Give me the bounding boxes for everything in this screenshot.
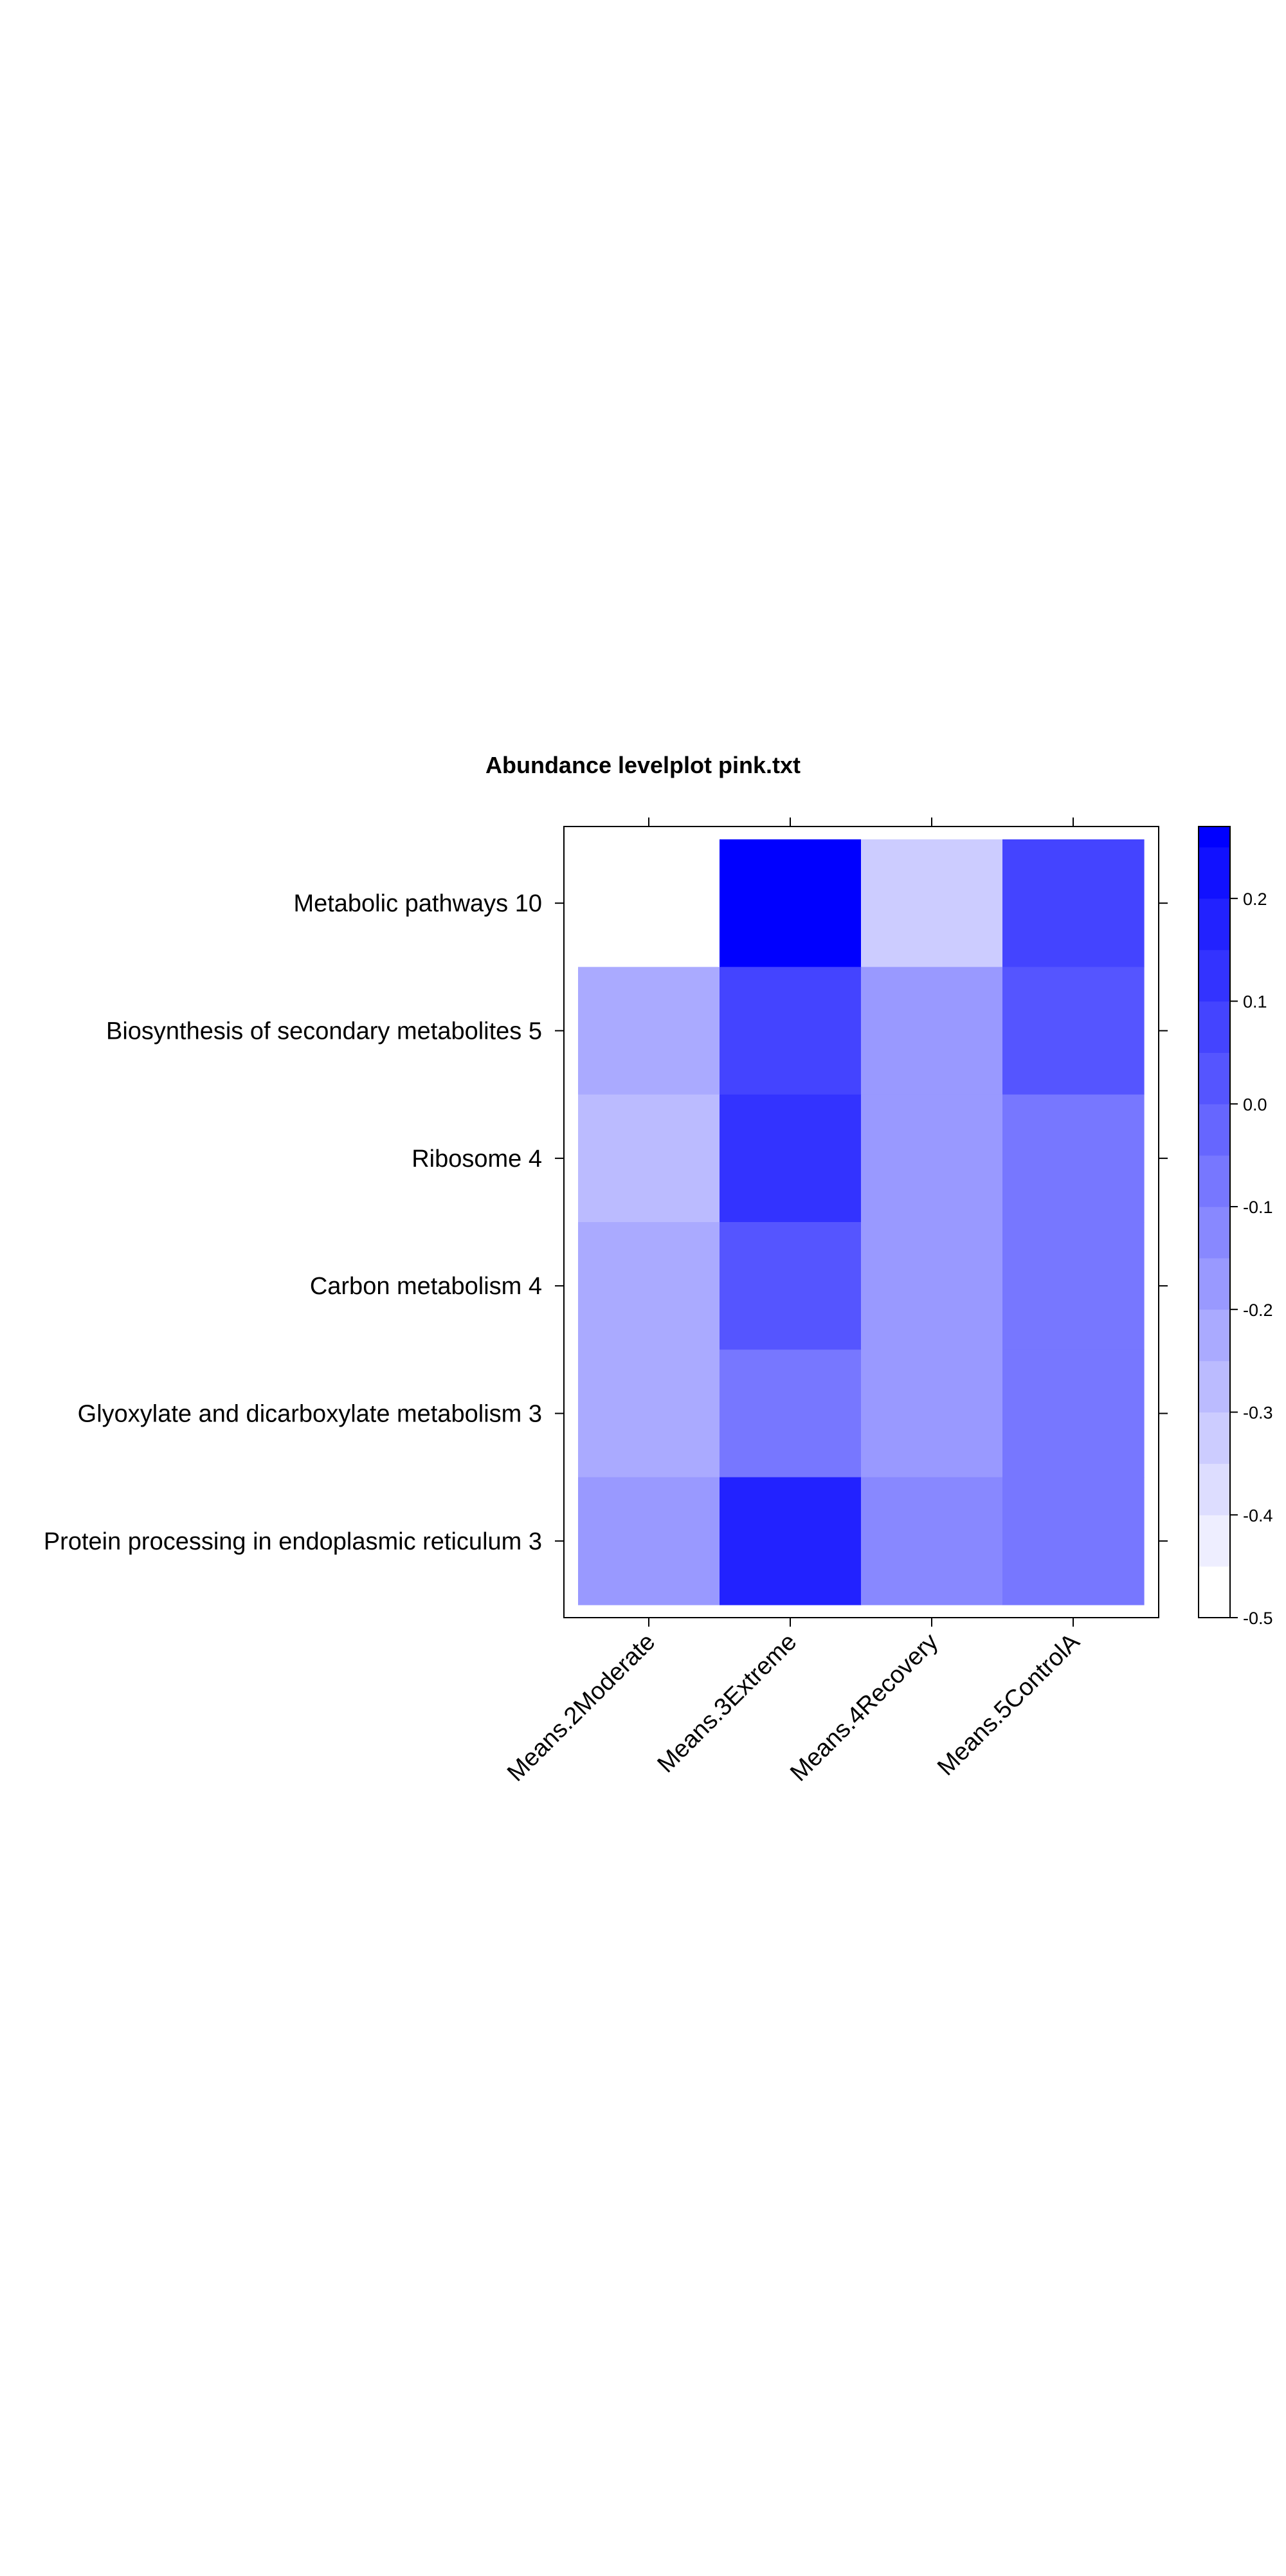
colorbar-swatch bbox=[1199, 1207, 1230, 1259]
heatmap-cell bbox=[578, 1094, 720, 1223]
colorbar-swatch bbox=[1199, 1155, 1230, 1207]
heatmap-cell bbox=[578, 1222, 720, 1350]
heatmap-cell bbox=[1002, 839, 1145, 967]
x-tick-label: Means.4Recovery bbox=[785, 1629, 943, 1787]
colorbar-tick-label: 0.1 bbox=[1243, 992, 1267, 1012]
colorbar-swatch bbox=[1199, 1257, 1230, 1310]
heatmap-cell bbox=[1002, 967, 1145, 1095]
heatmap-cell bbox=[720, 839, 862, 967]
colorbar-tick-label: 0.0 bbox=[1243, 1095, 1267, 1114]
heatmap-cell bbox=[720, 967, 862, 1095]
heatmap-cell bbox=[1002, 1094, 1145, 1223]
colorbar-swatch bbox=[1199, 1309, 1230, 1362]
y-tick-label: Ribosome 4 bbox=[412, 1146, 542, 1173]
x-tick-label: Means.2Moderate bbox=[502, 1629, 660, 1787]
heatmap-cell bbox=[720, 1094, 862, 1223]
x-axis-labels: Means.2ModerateMeans.3ExtremeMeans.4Reco… bbox=[502, 1628, 1085, 1787]
colorbar-tick-label: -0.2 bbox=[1243, 1301, 1273, 1320]
colorbar-tick-label: -0.5 bbox=[1243, 1609, 1273, 1628]
colorbar-tick-label: -0.3 bbox=[1243, 1403, 1273, 1423]
heatmap-cell bbox=[720, 1477, 862, 1605]
heatmap-cells bbox=[578, 839, 1145, 1605]
colorbar-tick-label: -0.4 bbox=[1243, 1506, 1273, 1525]
heatmap-cell bbox=[1002, 1349, 1145, 1478]
colorbar-swatch bbox=[1199, 1001, 1230, 1053]
y-tick-label: Protein processing in endoplasmic reticu… bbox=[44, 1528, 542, 1555]
plot-frame bbox=[563, 826, 1159, 1618]
colorbar-swatch bbox=[1199, 846, 1230, 899]
heatmap-cell bbox=[720, 1349, 862, 1478]
heatmap-cell bbox=[1002, 1477, 1145, 1605]
x-tick-label: Means.5ControlA bbox=[932, 1628, 1085, 1781]
y-tick-label: Biosynthesis of secondary metabolites 5 bbox=[106, 1018, 542, 1045]
colorbar-swatch bbox=[1199, 1566, 1230, 1618]
colorbar-tick-label: -0.1 bbox=[1243, 1198, 1273, 1217]
colorbar-swatch bbox=[1199, 1104, 1230, 1156]
heatmap-cell bbox=[861, 1222, 1003, 1350]
colorbar-swatch bbox=[1199, 1515, 1230, 1567]
colorbar-swatch bbox=[1199, 1052, 1230, 1104]
colorbar: 0.2 0.1 0.0 -0.1 -0.2 -0.3 -0.4 -0.5 bbox=[1198, 826, 1273, 1628]
axis-ticks bbox=[555, 818, 1168, 1627]
y-axis-labels: Metabolic pathways 10 Biosynthesis of sec… bbox=[44, 890, 542, 1555]
colorbar-swatch bbox=[1199, 898, 1230, 951]
colorbar-swatch bbox=[1199, 1463, 1230, 1515]
heatmap-cell bbox=[861, 839, 1003, 967]
heatmap-cell bbox=[1002, 1222, 1145, 1350]
heatmap-cell bbox=[861, 1349, 1003, 1478]
colorbar-tick-label: 0.2 bbox=[1243, 890, 1267, 909]
heatmap-cell bbox=[578, 1477, 720, 1605]
y-tick-label: Metabolic pathways 10 bbox=[293, 890, 542, 917]
heatmap-cell bbox=[578, 839, 720, 967]
heatmap-cell bbox=[861, 1094, 1003, 1223]
heatmap-cell bbox=[861, 967, 1003, 1095]
heatmap-cell bbox=[578, 967, 720, 1095]
colorbar-frame bbox=[1198, 826, 1231, 1618]
colorbar-swatch bbox=[1199, 827, 1230, 848]
heatmap-cell bbox=[861, 1477, 1003, 1605]
heatmap-cell bbox=[578, 1349, 720, 1478]
y-tick-label: Glyoxylate and dicarboxylate metabolism … bbox=[78, 1401, 542, 1428]
x-tick-label: Means.3Extreme bbox=[653, 1629, 802, 1778]
colorbar-swatch bbox=[1199, 1360, 1230, 1413]
colorbar-swatch bbox=[1199, 949, 1230, 1002]
heatmap-cell bbox=[720, 1222, 862, 1350]
y-tick-label: Carbon metabolism 4 bbox=[310, 1273, 542, 1300]
chart-title: Abundance levelplot pink.txt bbox=[485, 752, 801, 778]
colorbar-swatch bbox=[1199, 1412, 1230, 1464]
